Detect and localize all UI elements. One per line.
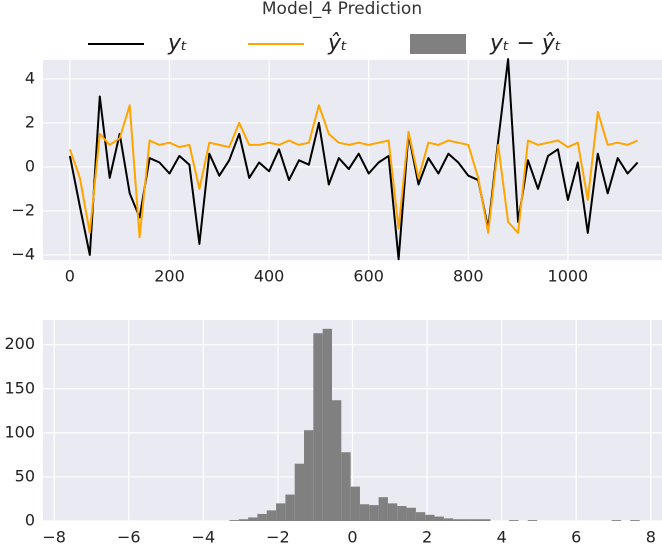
histogram-bar <box>369 505 379 521</box>
y-tick-label: 100 <box>4 422 35 441</box>
x-tick-label: 400 <box>254 267 285 286</box>
legend-patch <box>410 34 466 54</box>
legend-label: ŷₜ <box>327 31 348 56</box>
x-tick-label: −4 <box>192 528 216 547</box>
histogram-bar <box>397 506 407 521</box>
x-tick-label: 6 <box>571 528 581 547</box>
x-tick-label: 4 <box>497 528 507 547</box>
histogram-bar <box>425 514 435 521</box>
y-tick-label: −4 <box>11 244 35 263</box>
x-tick-label: 600 <box>353 267 384 286</box>
histogram-bar <box>611 520 621 521</box>
legend-label: yₜ − ŷₜ <box>489 31 561 56</box>
y-tick-label: −2 <box>11 200 35 219</box>
x-tick-label: 2 <box>422 528 432 547</box>
histogram-bar <box>257 513 267 521</box>
x-tick-label: 1000 <box>548 267 589 286</box>
histogram-bar <box>294 463 305 521</box>
chart-title: Model_4 Prediction <box>262 0 422 19</box>
histogram-bar <box>509 520 519 521</box>
histogram-bar <box>406 507 416 521</box>
y-tick-label: 0 <box>25 156 35 175</box>
histogram-bar <box>387 503 398 521</box>
y-tick-label: 50 <box>15 466 35 485</box>
histogram-bar <box>248 517 258 521</box>
histogram-bar <box>415 512 426 521</box>
x-tick-label: −2 <box>266 528 290 547</box>
histogram-bar <box>266 510 277 521</box>
histogram-bar <box>304 430 314 521</box>
x-tick-label: 8 <box>646 528 656 547</box>
histogram-bar <box>276 503 286 521</box>
y-tick-label: 150 <box>4 378 35 397</box>
line-series <box>68 58 639 261</box>
x-tick-label: −6 <box>117 528 141 547</box>
y-tick-label: 4 <box>25 68 35 87</box>
histogram-bar <box>331 400 342 521</box>
y-tick-label: 2 <box>25 112 35 131</box>
plot-area <box>43 60 662 260</box>
histogram-bar <box>471 519 482 521</box>
histogram-bar <box>322 328 332 521</box>
x-tick-label: 0 <box>347 528 357 547</box>
histogram-bar <box>630 520 640 521</box>
histogram-bar <box>453 519 463 521</box>
x-tick-label: 200 <box>154 267 185 286</box>
line-series <box>68 104 639 239</box>
histogram-bar <box>238 519 249 521</box>
x-tick-label: 800 <box>453 267 484 286</box>
y-tick-label: 200 <box>4 334 35 353</box>
histogram-bar <box>443 518 454 521</box>
histogram-bar <box>229 520 239 521</box>
legend-label: yₜ <box>167 31 188 56</box>
y-tick-label: 0 <box>25 511 35 530</box>
histogram-bar <box>378 497 388 521</box>
histogram-bar <box>313 333 323 521</box>
histogram-bar <box>462 519 472 521</box>
histogram-bar <box>285 494 295 521</box>
histogram-bar <box>341 452 351 521</box>
histogram-bar <box>350 486 360 521</box>
histogram-bar <box>481 519 491 521</box>
histogram-bar <box>434 516 444 521</box>
histogram-bar <box>359 504 370 521</box>
histogram-bar <box>527 520 538 521</box>
x-tick-label: 0 <box>65 267 75 286</box>
x-tick-label: −8 <box>42 528 66 547</box>
